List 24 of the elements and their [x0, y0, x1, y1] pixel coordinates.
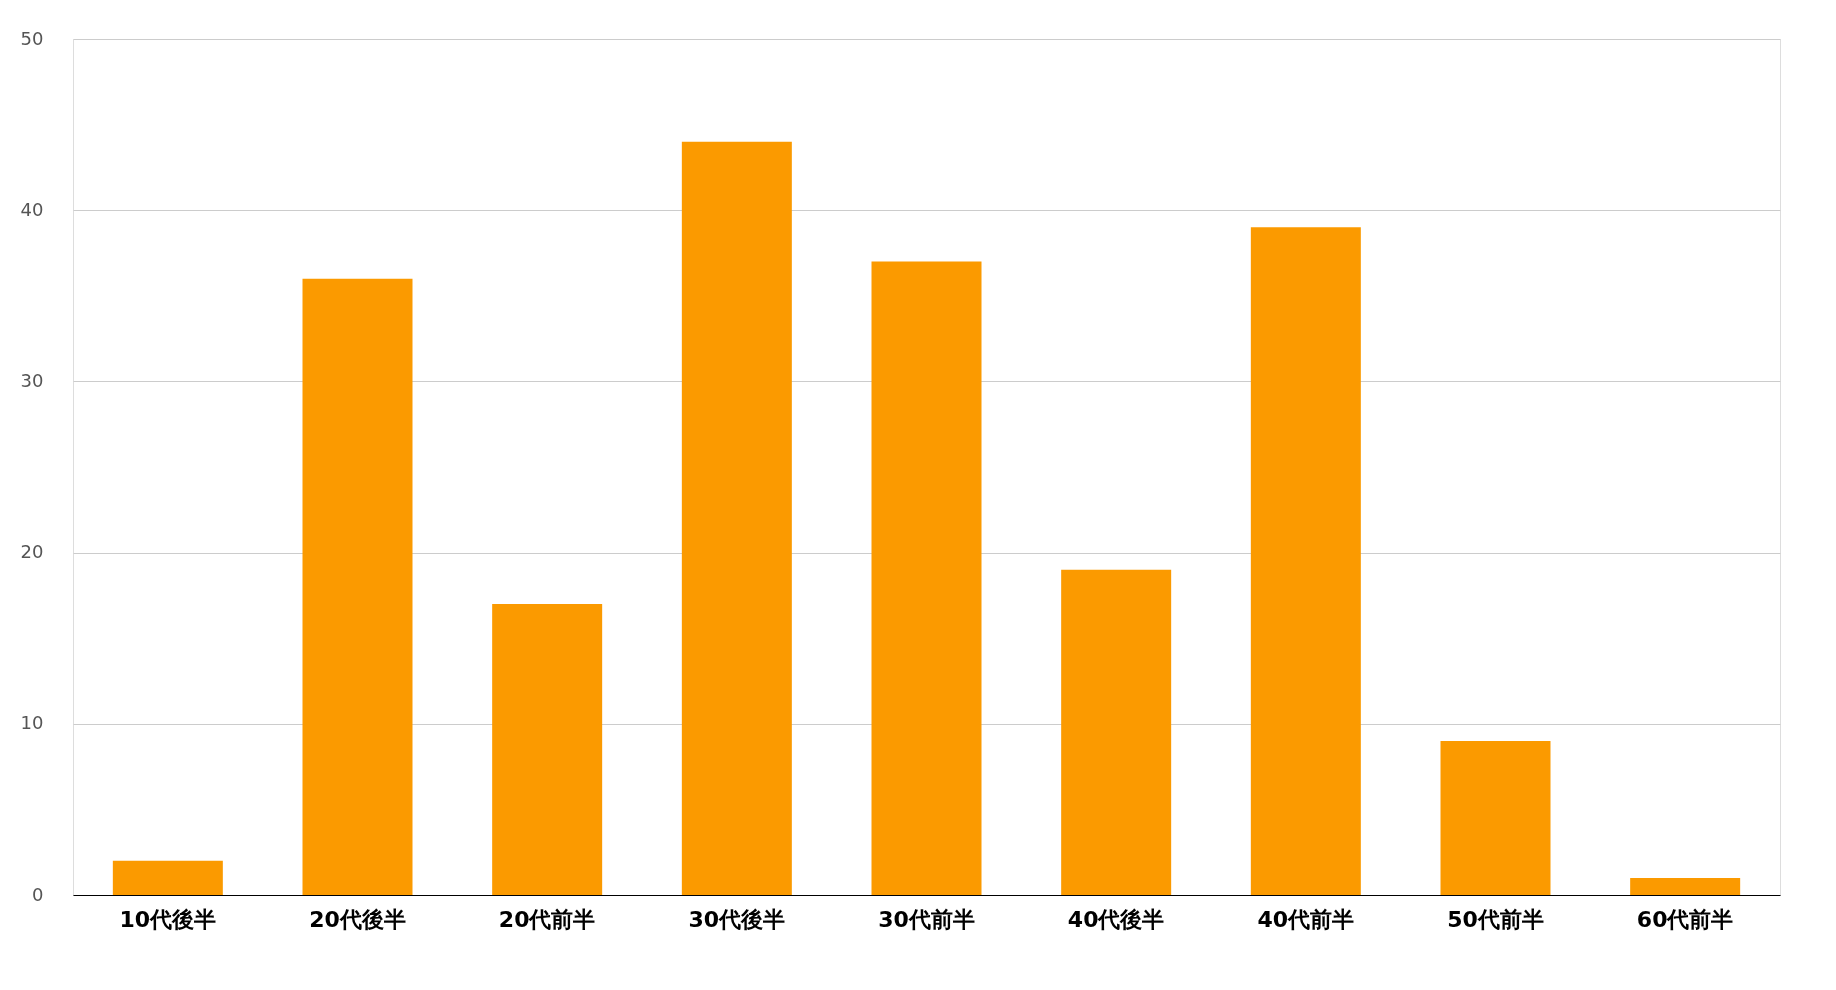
y-tick-label: 50 — [20, 27, 44, 49]
bar — [1061, 569, 1172, 895]
y-tick-label: 0 — [32, 883, 44, 905]
x-tick-label: 30代前半 — [878, 906, 975, 932]
x-tick-label: 20代後半 — [309, 906, 406, 932]
x-tick-label: 60代前半 — [1636, 906, 1734, 932]
y-tick-label: 10 — [20, 712, 44, 734]
x-tick-label: 10代後半 — [119, 906, 217, 932]
bar — [302, 278, 413, 895]
y-tick-label: 40 — [20, 198, 44, 220]
x-tick-label: 40代後半 — [1067, 906, 1165, 932]
x-tick-label: 50代前半 — [1447, 906, 1544, 932]
bar — [681, 141, 792, 895]
bar — [112, 860, 223, 895]
bar — [1630, 877, 1741, 895]
bar — [492, 603, 603, 895]
bar — [1250, 227, 1361, 895]
x-tick-label: 30代後半 — [688, 906, 786, 932]
bar — [1440, 740, 1551, 895]
y-tick-label: 20 — [20, 541, 44, 563]
y-tick-label: 30 — [20, 369, 44, 391]
x-tick-label: 20代前半 — [498, 906, 596, 932]
bar — [871, 261, 982, 895]
x-tick-label: 40代前半 — [1257, 906, 1355, 932]
